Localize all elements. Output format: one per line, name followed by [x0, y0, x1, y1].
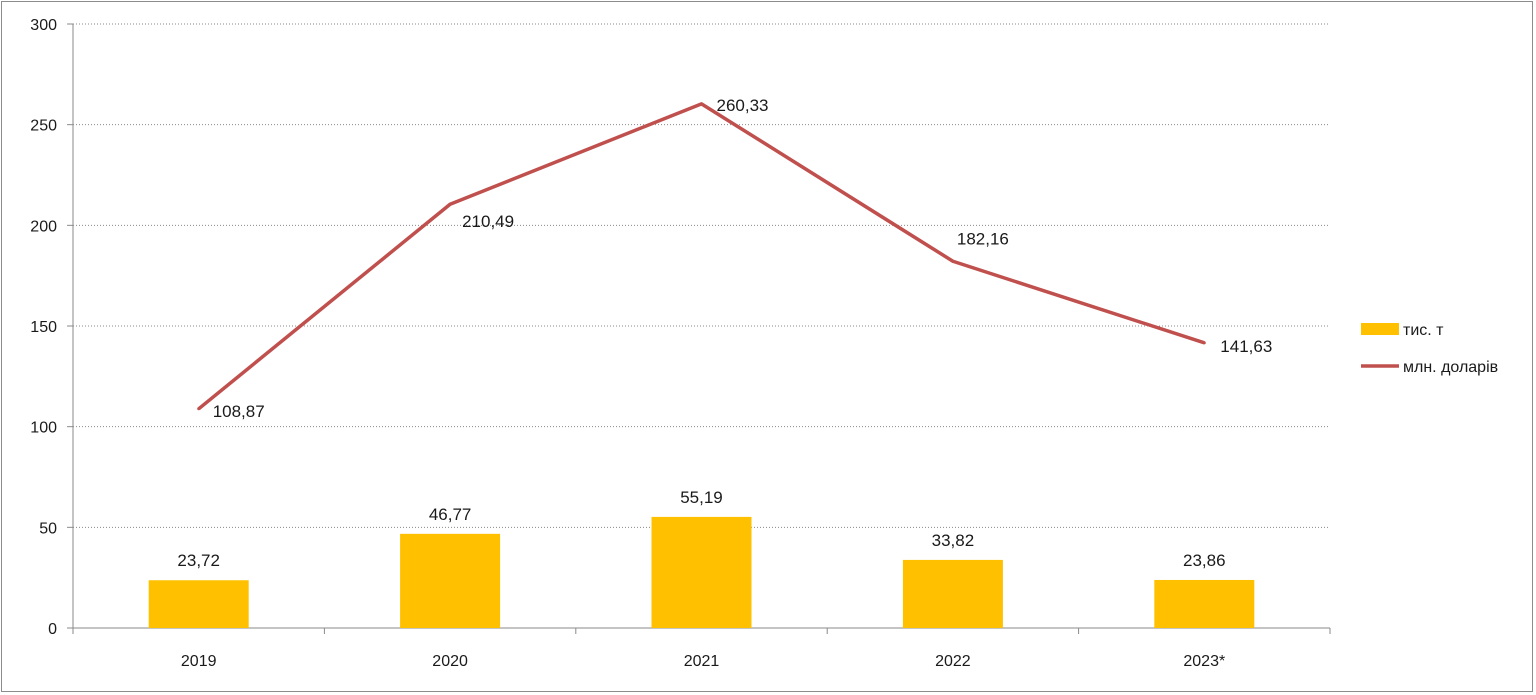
bar-data-label: 33,82 — [932, 531, 975, 550]
x-tick-label: 2020 — [432, 653, 468, 670]
line-point — [448, 202, 452, 206]
bar-series — [148, 516, 1255, 628]
line-data-label: 182,16 — [957, 229, 1009, 248]
y-tick-label: 250 — [30, 118, 57, 135]
x-tick-label: 2019 — [181, 653, 217, 670]
x-tick-label: 2023* — [1183, 653, 1225, 670]
gridlines — [73, 23, 1330, 528]
line-data-label: 260,33 — [717, 96, 769, 115]
y-tick-label: 150 — [30, 319, 57, 336]
x-tick-label: 2021 — [684, 653, 720, 670]
axes: 0 50 100 150 200 250 300 2019 2020 2021 2022 2023* — [30, 17, 1331, 670]
bar — [1154, 579, 1255, 628]
y-tick-label: 100 — [30, 420, 57, 437]
bar — [148, 580, 249, 628]
line-data-label: 141,63 — [1220, 337, 1272, 356]
bar — [902, 559, 1003, 628]
legend-label-line: млн. доларів — [1403, 359, 1498, 376]
line-data-label: 108,87 — [213, 402, 265, 421]
line-point — [700, 102, 703, 106]
line-point — [197, 407, 201, 411]
line-series — [197, 102, 1206, 411]
legend-swatch-bar — [1361, 323, 1399, 335]
y-tick-label: 200 — [30, 218, 57, 235]
bar-data-label: 23,86 — [1183, 551, 1226, 570]
y-tick-label: 300 — [30, 17, 57, 34]
bar-data-label: 23,72 — [177, 551, 220, 570]
x-tick-label: 2022 — [935, 653, 971, 670]
line-point — [1202, 341, 1206, 345]
data-labels: 23,72 46,77 55,19 33,82 23,86 108,87 210,49 260… — [177, 96, 1272, 570]
bar — [651, 516, 752, 628]
y-tick-label: 50 — [39, 520, 57, 537]
legend-label-bar: тис. т — [1403, 322, 1444, 339]
bar — [400, 533, 501, 628]
line-point — [951, 259, 955, 263]
y-tick-label: 0 — [48, 621, 57, 638]
line-data-label: 210,49 — [462, 212, 514, 231]
bar-data-label: 46,77 — [429, 505, 472, 524]
legend: тис. т млн. доларів — [1361, 322, 1498, 376]
bar-data-label: 55,19 — [680, 488, 723, 507]
line-path — [197, 102, 1205, 411]
